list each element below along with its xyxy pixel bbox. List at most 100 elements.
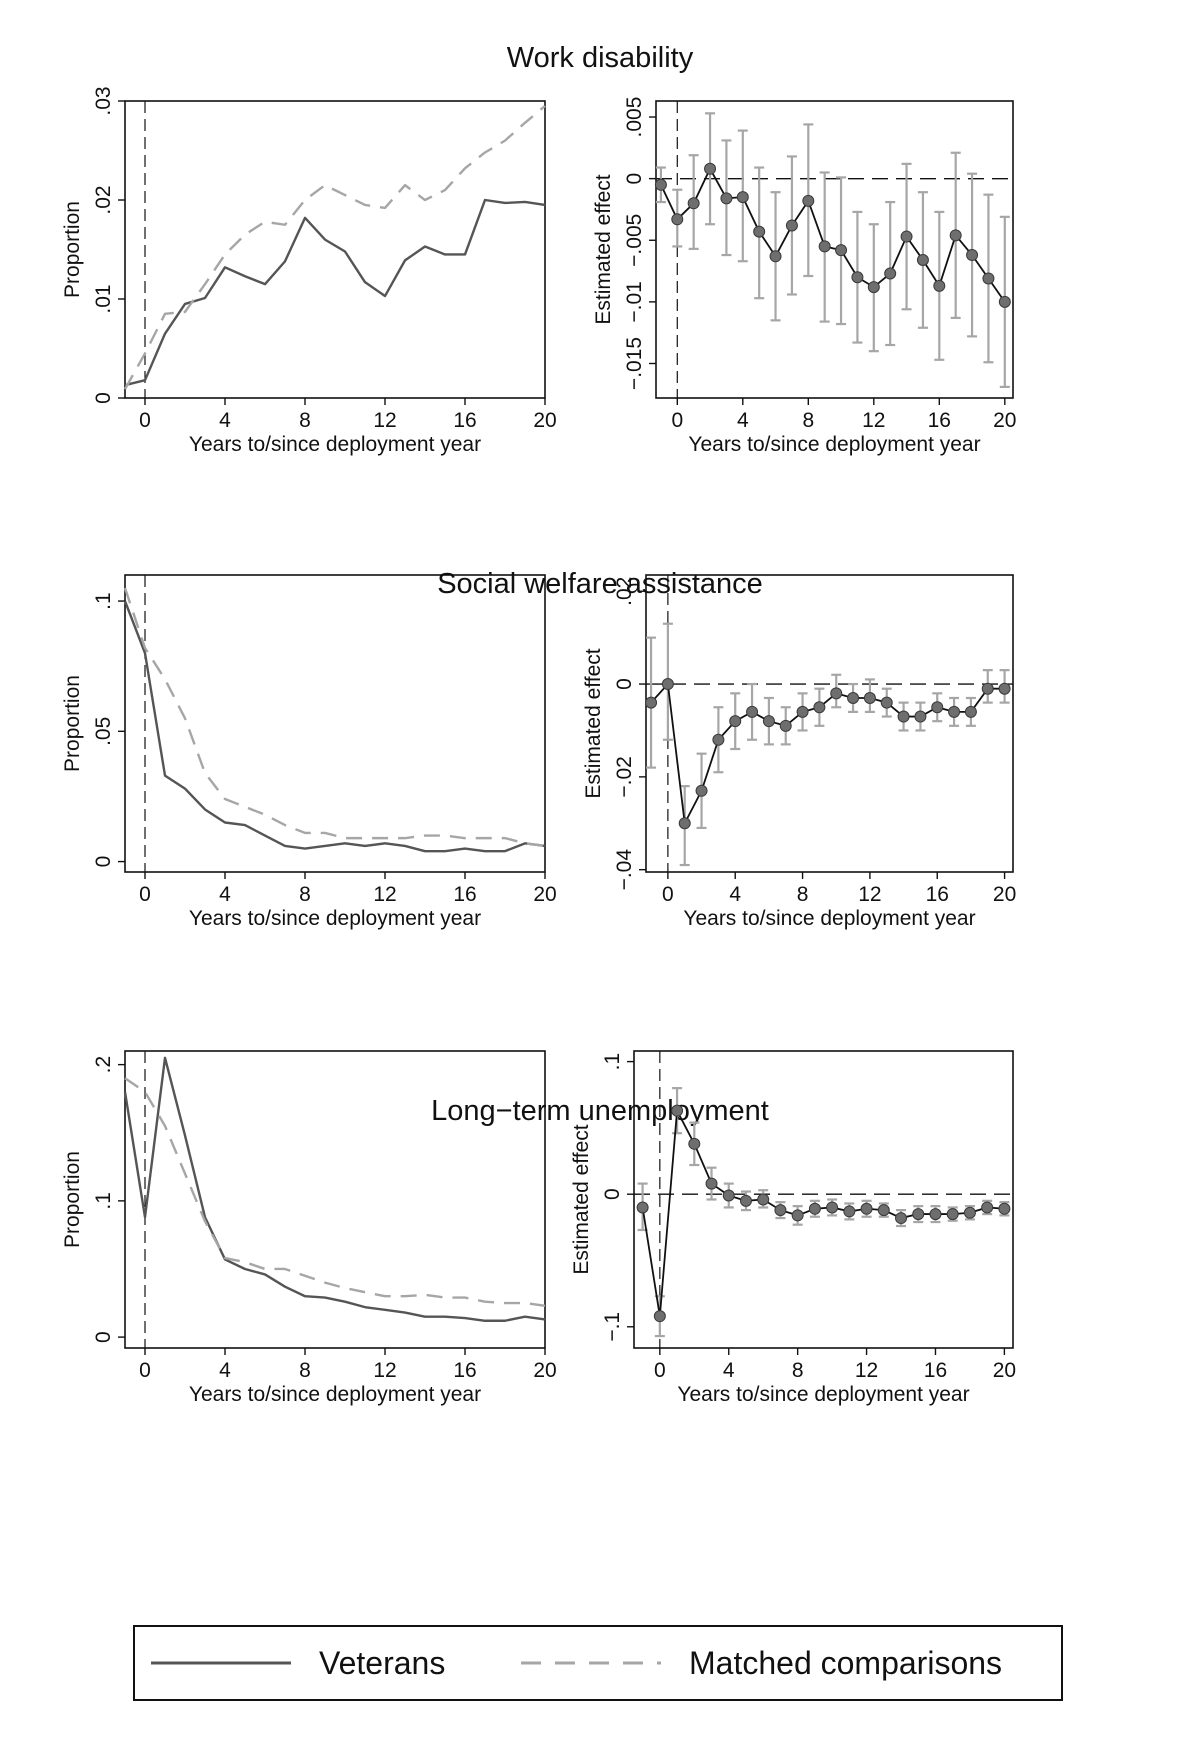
legend-item-veterans: Veterans bbox=[151, 1627, 445, 1699]
series-line-comparisons bbox=[123, 587, 546, 848]
effect-point bbox=[897, 710, 910, 723]
panel-title-work-disability: Work disability bbox=[506, 42, 694, 74]
x-tick-label: 0 bbox=[139, 409, 151, 432]
plot-frame bbox=[124, 1050, 546, 1349]
panel-title-social-welfare: Social welfare assistance bbox=[437, 568, 763, 600]
y-axis-title: Estimated effect bbox=[582, 648, 605, 798]
effect-point bbox=[863, 691, 876, 704]
effect-point bbox=[791, 1209, 804, 1222]
x-tick-label: 12 bbox=[373, 409, 396, 432]
x-tick-label: 8 bbox=[299, 1359, 311, 1382]
series-line-veterans bbox=[123, 600, 546, 853]
x-tick-label: 4 bbox=[219, 409, 231, 432]
effect-point bbox=[895, 1212, 908, 1225]
x-tick-label: 20 bbox=[533, 1359, 556, 1382]
effect-point bbox=[843, 1205, 856, 1218]
effect-point bbox=[877, 1204, 890, 1217]
effect-point bbox=[964, 705, 977, 718]
effect-point bbox=[998, 1202, 1011, 1215]
effect-point bbox=[981, 1201, 994, 1214]
plot-frame bbox=[645, 574, 1014, 873]
x-tick-label: 12 bbox=[373, 883, 396, 906]
effect-point bbox=[653, 1310, 666, 1323]
x-tick-label: 8 bbox=[797, 883, 809, 906]
y-tick-label: 0 bbox=[92, 392, 115, 404]
y-tick-label: −.02 bbox=[613, 756, 636, 797]
x-tick-label: 4 bbox=[737, 409, 749, 432]
y-tick-label: 0 bbox=[601, 1188, 624, 1200]
effect-point bbox=[860, 1202, 873, 1215]
effect-point bbox=[808, 1202, 821, 1215]
effect-point bbox=[796, 705, 809, 718]
effect-point bbox=[722, 1189, 735, 1202]
x-tick-label: 20 bbox=[993, 883, 1016, 906]
legend-label-comparisons: Matched comparisons bbox=[689, 1644, 1003, 1681]
y-tick-label: .1 bbox=[92, 592, 115, 610]
effect-point bbox=[636, 1201, 649, 1214]
plot-frame bbox=[124, 100, 546, 399]
y-tick-label: .03 bbox=[92, 86, 115, 115]
x-tick-label: 8 bbox=[792, 1359, 804, 1382]
y-tick-label: .05 bbox=[92, 717, 115, 746]
y-tick-label: 0 bbox=[92, 856, 115, 868]
effect-point bbox=[830, 687, 843, 700]
effect-point bbox=[835, 244, 848, 257]
effect-point bbox=[818, 240, 831, 253]
y-tick-label: −.04 bbox=[613, 849, 636, 891]
x-tick-label: 0 bbox=[671, 409, 683, 432]
y-tick-label: .02 bbox=[613, 577, 636, 606]
x-tick-label: 8 bbox=[299, 409, 311, 432]
x-tick-label: 16 bbox=[926, 883, 949, 906]
chart-social-welfare-proportion: 0 4 8 12 16 20 0 .05 .1 Years to/since deployment… bbox=[61, 574, 557, 930]
chart-work-disability-proportion: 0 4 8 12 16 20 0 .01 .02 .03 Years to/since deploy… bbox=[61, 86, 557, 456]
effect-point bbox=[933, 279, 946, 292]
chart-long-term-unemployment-effect: 0 4 8 12 16 20 .1 0 −.1 Years to/since deployment… bbox=[570, 1050, 1016, 1406]
effect-point bbox=[802, 194, 815, 207]
effect-point bbox=[981, 682, 994, 695]
effect-point bbox=[678, 817, 691, 830]
x-tick-label: 4 bbox=[729, 883, 741, 906]
effect-point bbox=[946, 1208, 959, 1221]
effect-point bbox=[779, 719, 792, 732]
y-tick-label: 0 bbox=[623, 173, 646, 185]
x-tick-label: 20 bbox=[993, 409, 1016, 432]
legend-item-comparisons: Matched comparisons bbox=[521, 1627, 1002, 1699]
x-axis-title: Years to/since deployment year bbox=[189, 433, 481, 456]
effect-point bbox=[774, 1204, 787, 1217]
effect-point bbox=[695, 784, 708, 797]
chart-long-term-unemployment-proportion: 0 4 8 12 16 20 0 .1 .2 Years to/since deployment … bbox=[61, 1050, 557, 1406]
x-axis-title: Years to/since deployment year bbox=[688, 433, 980, 456]
effect-point bbox=[813, 701, 826, 714]
y-axis-title: Estimated effect bbox=[592, 174, 615, 324]
x-tick-label: 12 bbox=[858, 883, 881, 906]
x-tick-label: 20 bbox=[533, 409, 556, 432]
x-axis-title: Years to/since deployment year bbox=[683, 907, 975, 930]
effect-point bbox=[931, 701, 944, 714]
effect-point bbox=[671, 1104, 684, 1117]
x-tick-label: 0 bbox=[662, 883, 674, 906]
x-tick-label: 4 bbox=[723, 1359, 735, 1382]
x-tick-label: 12 bbox=[373, 1359, 396, 1382]
effect-point bbox=[826, 1201, 839, 1214]
x-tick-label: 16 bbox=[453, 1359, 476, 1382]
x-tick-label: 4 bbox=[219, 1359, 231, 1382]
effect-point bbox=[757, 1193, 770, 1206]
y-tick-label: −.1 bbox=[601, 1312, 624, 1342]
effect-point bbox=[912, 1208, 925, 1221]
x-tick-label: 16 bbox=[453, 883, 476, 906]
effect-point bbox=[884, 267, 897, 280]
effect-point bbox=[712, 733, 725, 746]
effect-point bbox=[645, 696, 658, 709]
effect-point bbox=[998, 682, 1011, 695]
x-tick-label: 0 bbox=[139, 883, 151, 906]
x-axis-title: Years to/since deployment year bbox=[189, 1383, 481, 1406]
effect-point bbox=[785, 219, 798, 232]
x-tick-label: 0 bbox=[139, 1359, 151, 1382]
plot-frame bbox=[633, 1050, 1014, 1349]
effect-line bbox=[650, 681, 1005, 827]
plot-frame bbox=[124, 574, 546, 873]
effect-point bbox=[687, 197, 700, 210]
y-axis-title: Proportion bbox=[61, 1151, 84, 1248]
y-tick-label: .2 bbox=[92, 1056, 115, 1074]
effect-point bbox=[914, 710, 927, 723]
